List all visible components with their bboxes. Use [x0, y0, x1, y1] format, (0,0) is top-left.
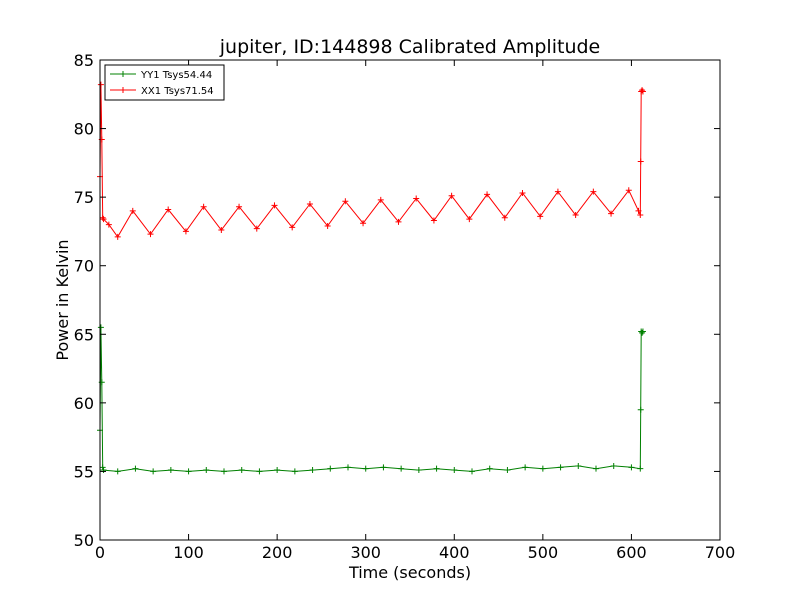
y-tick-label: 50 — [74, 531, 94, 550]
y-tick-label: 80 — [74, 120, 94, 139]
y-tick-label: 70 — [74, 257, 94, 276]
plot-area — [100, 60, 720, 540]
y-tick-label: 55 — [74, 462, 94, 481]
x-tick-label: 700 — [705, 543, 736, 562]
legend-label-xx1: XX1 Tsys71.54 — [141, 86, 214, 97]
chart-title: jupiter, ID:144898 Calibrated Amplitude — [219, 36, 600, 58]
x-axis-label: Time (seconds) — [348, 563, 471, 582]
x-tick-label: 0 — [95, 543, 105, 562]
x-tick-label: 300 — [350, 543, 381, 562]
legend-label-yy1: YY1 Tsys54.44 — [140, 70, 212, 81]
y-axis-label: Power in Kelvin — [53, 239, 72, 360]
x-tick-label: 100 — [173, 543, 204, 562]
x-tick-label: 400 — [439, 543, 470, 562]
y-tick-label: 85 — [74, 51, 94, 70]
y-tick-label: 75 — [74, 188, 94, 207]
x-tick-label: 200 — [262, 543, 293, 562]
x-tick-label: 500 — [528, 543, 559, 562]
y-tick-label: 60 — [74, 394, 94, 413]
legend: YY1 Tsys54.44 XX1 Tsys71.54 — [105, 65, 224, 100]
y-tick-label: 65 — [74, 325, 94, 344]
x-tick-label: 600 — [616, 543, 647, 562]
